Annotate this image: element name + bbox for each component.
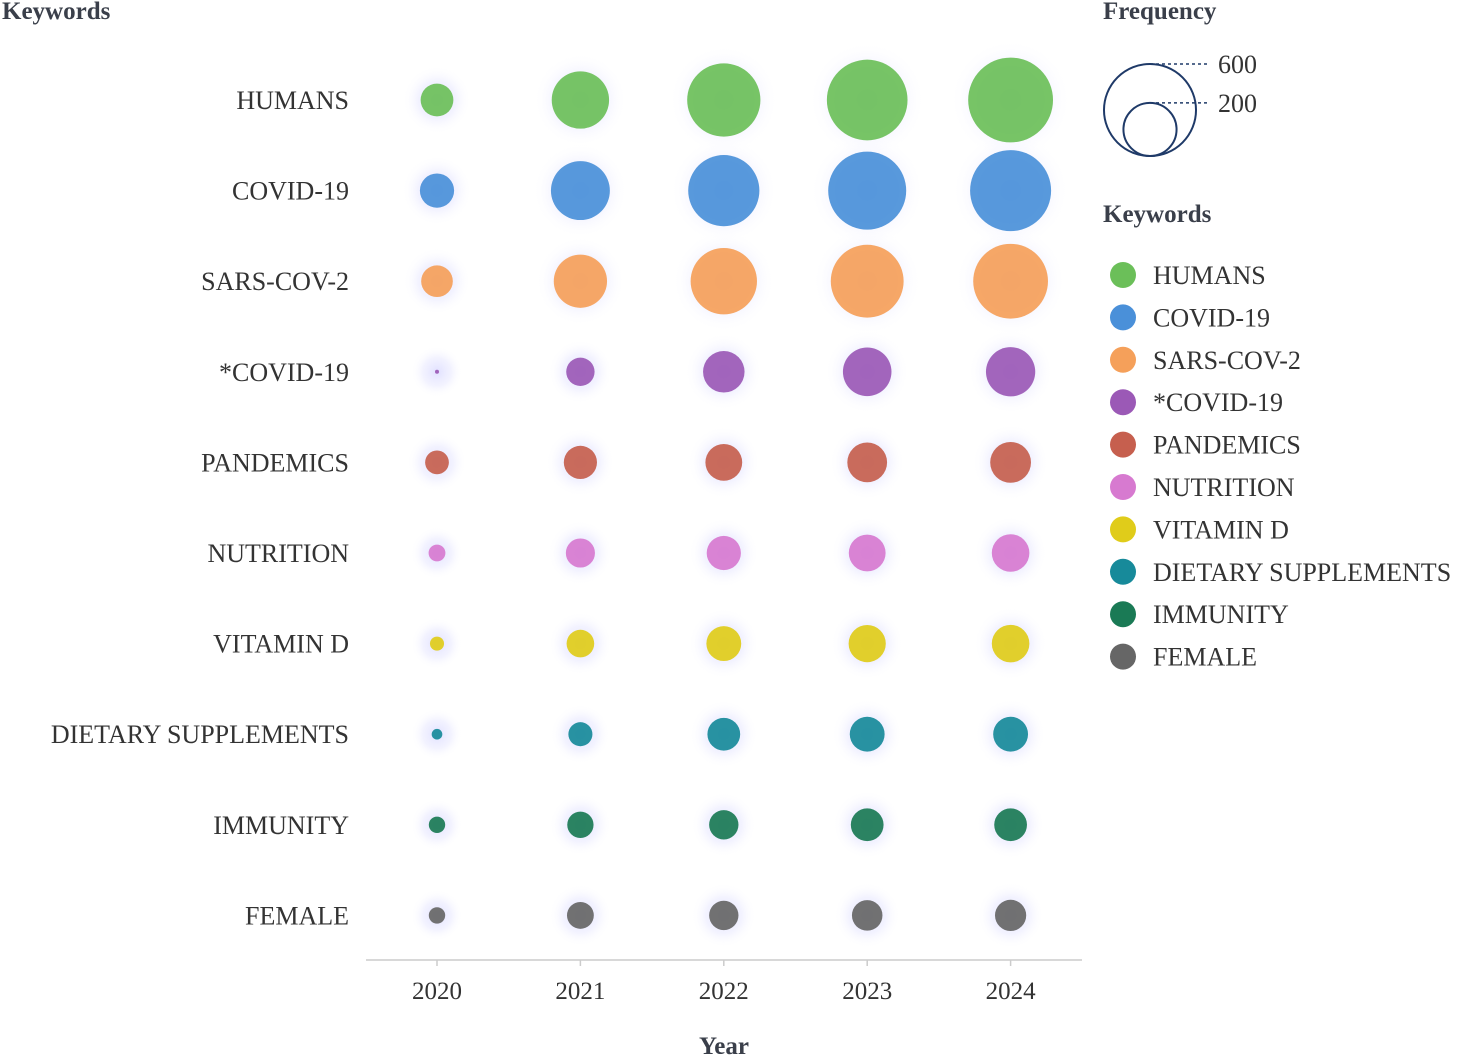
bubble-pandemics-2021: PANDEMICS 2021: 78	[563, 445, 597, 479]
bubble-vitamin-d-2024: VITAMIN D 2024: 100	[991, 624, 1030, 663]
x-tick-label-2022: 2022	[699, 978, 749, 1005]
bubble-vitamin-d-2022: VITAMIN D 2022: 86	[706, 626, 742, 662]
bubble-nutrition-2021: NUTRITION 2021: 60	[565, 538, 595, 568]
bubble-pandemics-2020: PANDEMICS 2020: 40	[425, 450, 449, 475]
size-legend-label-200: 200	[1218, 89, 1257, 118]
bubble-nutrition-2022: NUTRITION 2022: 83	[706, 535, 741, 571]
legend-label-humans: HUMANS	[1153, 261, 1266, 290]
keyword-labels: HUMANS COVID-19 SARS-COV-2 *COVID-19 PANDEMI…	[51, 86, 349, 930]
legend-swatch-female	[1110, 643, 1136, 670]
legend-swatch-humans	[1110, 262, 1136, 288]
legend-label-immunity: IMMUNITY	[1153, 600, 1289, 629]
keyword-label-pandemics: PANDEMICS	[201, 448, 349, 477]
legend-label-covid-19: COVID-19	[1153, 303, 1270, 332]
size-legend-circle-600	[1102, 62, 1198, 157]
legend-label-nutrition: NUTRITION	[1153, 473, 1295, 502]
bubble-dietary-supplements-2022: DIETARY SUPPLEMENTS 2022: 76	[707, 717, 741, 751]
size-legend-title: Frequency	[1103, 0, 1217, 25]
bubble-sars-cov-2-2024: SARS-COV-2 2024: 396	[973, 243, 1048, 319]
bubble-covid-19-2020: *COVID-19 2020: 1	[435, 369, 439, 374]
keyword-label-covid-19: *COVID-19	[219, 358, 349, 387]
color-legend-title: Keywords	[1103, 201, 1212, 228]
keyword-label-humans: HUMANS	[236, 86, 349, 115]
legend-label-covid-19: *COVID-19	[1153, 388, 1283, 417]
keyword-label-nutrition: NUTRITION	[207, 539, 349, 568]
x-tick-label-2024: 2024	[986, 978, 1037, 1005]
bubble-female-2020: FEMALE 2020: 19	[428, 907, 446, 924]
legend-swatch-covid-19	[1110, 304, 1136, 331]
bubble-dietary-supplements-2021: DIETARY SUPPLEMENTS 2021: 41	[568, 722, 593, 747]
keyword-label-covid-19: COVID-19	[232, 177, 349, 206]
bubble-sars-cov-2-2021: SARS-COV-2 2021: 201	[553, 254, 608, 308]
bubble-covid-19-2022: *COVID-19 2022: 122	[703, 351, 745, 393]
bubble-immunity-2021: IMMUNITY 2021: 49	[567, 811, 594, 838]
bubble-covid-19-2023: COVID-19 2023: 431	[828, 151, 907, 230]
bubble-sars-cov-2-2023: SARS-COV-2 2023: 376	[830, 244, 904, 318]
bubble-nutrition-2024: NUTRITION 2024: 100	[991, 534, 1030, 572]
color-legend: Keywords HUMANS COVID-19 SARS-COV-2 *COVID-…	[1103, 201, 1451, 672]
keyword-label-vitamin-d: VITAMIN D	[213, 630, 349, 659]
bubble-pandemics-2022: PANDEMICS 2022: 96	[705, 443, 743, 481]
size-legend-circle-200	[1122, 101, 1178, 158]
legend-swatch-dietary-supplements	[1110, 558, 1136, 585]
bubble-sars-cov-2-2022: SARS-COV-2 2022: 312	[690, 248, 757, 315]
bubble-covid-19-2020: COVID-19 2020: 83	[419, 173, 455, 208]
bubble-pandemics-2023: PANDEMICS 2023: 112	[847, 442, 888, 483]
bubble-female-2023: FEMALE 2023: 66	[851, 900, 883, 931]
legend-swatch-vitamin-d	[1110, 516, 1136, 543]
bubble-pandemics-2024: PANDEMICS 2024: 118	[990, 441, 1032, 483]
x-axis-ticks: 2020 2021 2022 2023 2024	[412, 960, 1036, 1005]
bubble-humans-2022: HUMANS 2022: 380	[687, 63, 761, 137]
legend-label-pandemics: PANDEMICS	[1153, 431, 1301, 460]
bubble-female-2021: FEMALE 2021: 51	[566, 901, 594, 929]
keyword-label-immunity: IMMUNITY	[213, 811, 349, 840]
bubble-immunity-2020: IMMUNITY 2020: 19	[428, 816, 446, 833]
legend-swatch-pandemics	[1110, 431, 1136, 458]
bubble-humans-2021: HUMANS 2021: 233	[551, 71, 610, 129]
legend-swatch-covid-19	[1110, 389, 1136, 416]
y-axis-title: Keywords	[2, 0, 111, 25]
bubble-sars-cov-2-2020: SARS-COV-2 2020: 71	[421, 265, 453, 298]
bubble-nutrition-2023: NUTRITION 2023: 96	[848, 534, 886, 572]
legend-label-female: FEMALE	[1153, 643, 1257, 672]
bubble-immunity-2022: IMMUNITY 2022: 61	[709, 810, 739, 840]
bubble-humans-2020: HUMANS 2020: 76	[420, 83, 454, 117]
x-tick-label-2023: 2023	[842, 978, 892, 1005]
keyword-label-sars-cov-2: SARS-COV-2	[201, 267, 349, 296]
size-legend: Frequency 600 200	[1102, 0, 1257, 158]
bubble-vitamin-d-2023: VITAMIN D 2023: 98	[848, 625, 886, 663]
bubble-nutrition-2020: NUTRITION 2020: 20	[428, 544, 446, 562]
x-tick-label-2021: 2021	[555, 978, 605, 1005]
bubble-covid-19-2021: *COVID-19 2021: 57	[566, 357, 595, 386]
legend-swatch-immunity	[1110, 601, 1136, 628]
bubble-dietary-supplements-2020: DIETARY SUPPLEMENTS 2020: 8	[431, 728, 443, 740]
size-legend-label-600: 600	[1218, 50, 1257, 79]
legend-label-sars-cov-2: SARS-COV-2	[1153, 346, 1301, 375]
bubble-female-2024: FEMALE 2024: 69	[994, 899, 1027, 932]
legend-swatch-nutrition	[1110, 474, 1136, 500]
legend-label-vitamin-d: VITAMIN D	[1153, 515, 1289, 544]
x-axis-title: Year	[699, 1033, 749, 1058]
bubble-vitamin-d-2021: VITAMIN D 2021: 54	[566, 629, 595, 658]
bubble-immunity-2023: IMMUNITY 2023: 76	[850, 808, 884, 842]
bubble-female-2022: FEMALE 2022: 61	[709, 900, 739, 931]
bubble-vitamin-d-2020: VITAMIN D 2020: 14	[429, 636, 445, 651]
bubble-humans-2024: HUMANS 2024: 510	[968, 57, 1054, 143]
bubble-dietary-supplements-2024: DIETARY SUPPLEMENTS 2024: 86	[993, 716, 1029, 752]
bubble-immunity-2024: IMMUNITY 2024: 76	[994, 808, 1027, 842]
legend-swatch-sars-cov-2	[1110, 346, 1136, 373]
bubble-covid-19-2021: COVID-19 2021: 246	[550, 161, 610, 221]
legend-label-dietary-supplements: DIETARY SUPPLEMENTS	[1153, 558, 1451, 587]
bubble-covid-19-2024: COVID-19 2024: 465	[970, 150, 1052, 232]
bubbles: HUMANS 2020: 76 HUMANS 2021: 233 HUMANS 20…	[419, 57, 1054, 932]
keyword-label-dietary-supplements: DIETARY SUPPLEMENTS	[51, 720, 349, 749]
bubble-humans-2023: HUMANS 2023: 461	[826, 59, 908, 141]
bubble-covid-19-2023: *COVID-19 2023: 167	[842, 347, 892, 397]
bubble-dietary-supplements-2023: DIETARY SUPPLEMENTS 2023: 86	[849, 716, 885, 752]
x-tick-label-2020: 2020	[412, 978, 462, 1005]
keyword-label-female: FEMALE	[245, 901, 349, 930]
bubble-covid-19-2022: COVID-19 2022: 359	[688, 155, 760, 227]
bubble-covid-19-2024: *COVID-19 2024: 172	[985, 347, 1036, 397]
